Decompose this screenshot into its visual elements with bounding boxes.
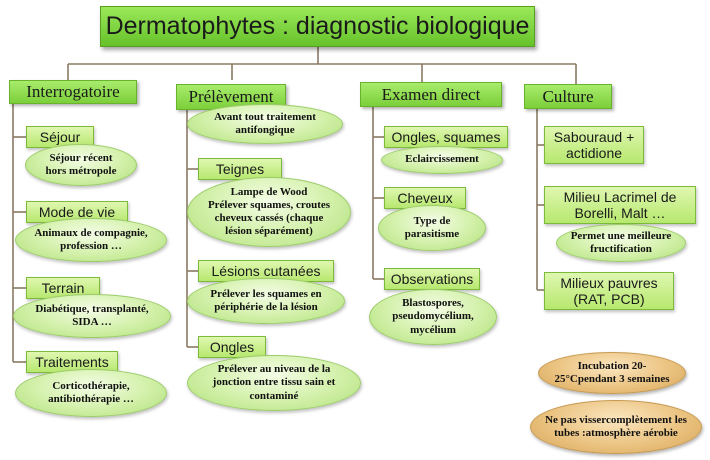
detail-cheveux: Type de parasitisme	[378, 205, 486, 251]
detail-ongles-squames: Eclaircissement	[381, 146, 503, 174]
diagram-title: Dermatophytes : diagnostic biologique	[100, 6, 535, 47]
detail-observations: Blastospores, pseudomycélium, mycélium	[369, 289, 497, 345]
sub-ongles-squames: Ongles, squames	[384, 126, 508, 148]
header-interrogatoire: Interrogatoire	[9, 80, 137, 104]
detail-milieu-lacrimel: Permet une meilleure fructification	[556, 224, 686, 262]
detail-terrain: Diabétique, transplanté, SIDA …	[13, 294, 171, 338]
sub-traitements: Traitements	[26, 351, 118, 373]
header-examen-direct: Examen direct	[360, 82, 502, 107]
header-culture: Culture	[524, 84, 612, 109]
detail-traitements: Corticothérapie, antibiothérapie …	[15, 369, 167, 417]
detail-sejour: Séjour récent hors métropole	[25, 144, 137, 186]
sub-milieux-pauvres: Milieux pauvres (RAT, PCB)	[544, 272, 674, 310]
detail-teignes: Lampe de Wood Prélever squames, croutes ch…	[187, 177, 351, 247]
sub-milieu-lacrimel: Milieu Lacrimel de Borelli, Malt …	[544, 186, 696, 224]
detail-mode-de-vie: Animaux de compagnie, profession …	[15, 218, 167, 262]
sub-observations: Observations	[384, 268, 480, 290]
detail-ongles-prelevement: Prélever au niveau de la jonction entre t…	[187, 355, 361, 411]
sub-lesions-cutanees: Lésions cutanées	[198, 260, 334, 282]
detail-lesions-cutanees: Prélever les squames en périphérie de la …	[187, 278, 345, 324]
sub-sabouraud: Sabouraud + actidione	[544, 126, 644, 164]
detail-prelevement-intro: Avant tout traitement antifongique	[187, 104, 343, 144]
sub-teignes: Teignes	[198, 158, 282, 180]
note-tubes: Ne pas vissercomplètement les tubes :atm…	[530, 400, 702, 454]
note-incubation: Incubation 20-25°Cpendant 3 semaines	[538, 352, 686, 394]
sub-sejour: Séjour	[26, 126, 94, 148]
